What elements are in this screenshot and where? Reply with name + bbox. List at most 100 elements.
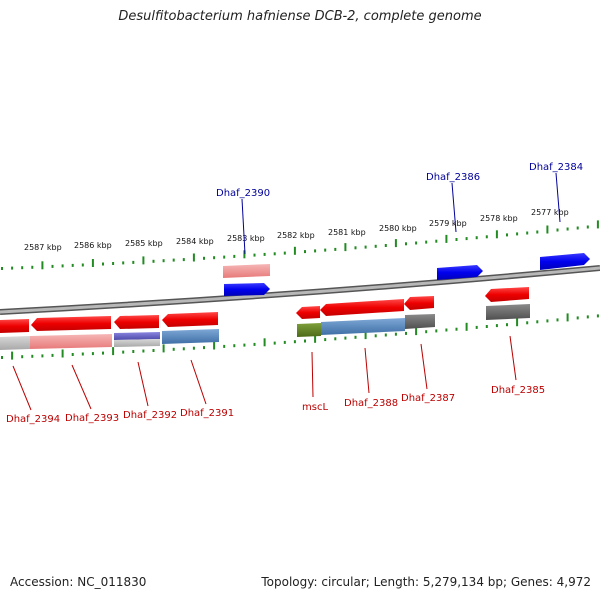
- feature-bar-dhaf-2385[interactable]: [486, 304, 530, 320]
- gene-label-dhaf-2392[interactable]: Dhaf_2392: [123, 410, 177, 421]
- gene-label-dhaf-2391[interactable]: Dhaf_2391: [180, 408, 234, 419]
- tick-mark: [21, 355, 24, 359]
- genome-backbone-highlight: [0, 266, 600, 314]
- tick-mark: [394, 332, 397, 336]
- tick-mark: [546, 225, 549, 234]
- tick-mark: [21, 266, 24, 270]
- feature-bar-dhaf-2394[interactable]: [0, 336, 30, 350]
- gene-arrow-dhaf-2394[interactable]: [0, 319, 29, 333]
- tick-mark: [182, 258, 185, 262]
- tick-mark: [192, 253, 195, 262]
- gene-arrow-dhaf-2385[interactable]: [485, 287, 529, 302]
- gene-label-dhaf-2387[interactable]: Dhaf_2387: [401, 393, 455, 404]
- tick-mark: [374, 244, 377, 248]
- tick-mark: [344, 336, 347, 340]
- leader-line: [555, 172, 561, 223]
- tick-mark: [71, 263, 74, 267]
- gene-label-mscl[interactable]: mscL: [302, 402, 328, 413]
- tick-mark: [132, 350, 135, 353]
- tick-mark: [526, 231, 529, 235]
- tick-mark: [374, 334, 377, 338]
- tick-mark: [445, 234, 448, 243]
- scale-label: 2580 kbp: [379, 224, 417, 233]
- tick-mark: [81, 352, 84, 356]
- feature-bar-mscl[interactable]: [297, 323, 321, 337]
- gene-label-dhaf-2388[interactable]: Dhaf_2388: [344, 398, 398, 409]
- tick-mark: [152, 259, 155, 263]
- tick-mark: [425, 240, 428, 244]
- gene-label-dhaf-2384[interactable]: Dhaf_2384: [529, 162, 583, 173]
- tick-mark: [405, 242, 407, 246]
- gene-label-dhaf-2393[interactable]: Dhaf_2393: [65, 413, 119, 424]
- tick-mark: [253, 342, 256, 346]
- tick-mark: [556, 228, 559, 232]
- gene-label-dhaf-2390[interactable]: Dhaf_2390: [216, 188, 270, 199]
- tick-mark: [485, 325, 488, 328]
- tick-mark: [455, 327, 458, 331]
- feature-bar-dhaf-2387[interactable]: [405, 314, 435, 329]
- gene-arrow-dhaf-2390[interactable]: [224, 283, 270, 296]
- gene-arrow-dhaf-2384[interactable]: [540, 253, 590, 270]
- tick-mark: [11, 351, 14, 360]
- tick-mark: [475, 236, 478, 240]
- tick-mark: [122, 350, 125, 354]
- gene-arrow-dhaf-2393[interactable]: [31, 316, 111, 331]
- scale-label: 2577 kbp: [531, 208, 569, 217]
- tick-mark: [162, 259, 165, 263]
- feature-bar-dhaf-2390[interactable]: [223, 264, 270, 278]
- tick-mark: [354, 335, 357, 339]
- tick-mark: [41, 261, 44, 270]
- feature-bar-dhaf-2388[interactable]: [321, 318, 405, 335]
- gene-label-dhaf-2385[interactable]: Dhaf_2385: [491, 385, 545, 396]
- forward-strand-genes: [224, 253, 590, 296]
- tick-mark: [263, 338, 266, 347]
- tick-mark: [203, 346, 205, 350]
- gene-label-dhaf-2394[interactable]: Dhaf_2394: [6, 414, 60, 425]
- tick-mark: [283, 340, 286, 344]
- feature-bar-dhaf-2393[interactable]: [30, 334, 112, 349]
- tick-mark: [31, 265, 34, 269]
- tick-mark: [566, 227, 569, 231]
- reverse-feature-bars: [0, 304, 530, 350]
- tick-mark: [344, 243, 347, 252]
- genome-title: Desulfitobacterium hafniense DCB-2, comp…: [118, 9, 482, 24]
- gene-arrow-dhaf-2386[interactable]: [437, 265, 483, 280]
- feature-bar-dhaf-2392[interactable]: [114, 332, 160, 340]
- feature-bar-dhaf-2391[interactable]: [162, 329, 219, 344]
- gene-arrow-dhaf-2392[interactable]: [114, 315, 159, 329]
- tick-mark: [495, 230, 498, 239]
- tick-mark: [304, 339, 306, 343]
- reverse-tick-marks: [1, 313, 599, 360]
- gene-label-dhaf-2386[interactable]: Dhaf_2386: [426, 172, 480, 183]
- tick-mark: [586, 315, 589, 319]
- gene-arrow-dhaf-2387[interactable]: [404, 296, 434, 310]
- tick-mark: [455, 238, 458, 241]
- gene-arrow-mscl[interactable]: [296, 306, 320, 319]
- gene-arrow-dhaf-2391[interactable]: [162, 312, 218, 327]
- tick-mark: [394, 239, 397, 248]
- leader-line: [364, 347, 370, 394]
- tick-mark: [102, 351, 104, 355]
- tick-mark: [203, 256, 205, 260]
- tick-mark: [91, 352, 94, 356]
- tick-mark: [223, 344, 226, 348]
- scale-label: 2581 kbp: [328, 228, 366, 237]
- gene-arrow-dhaf-2388[interactable]: [320, 299, 404, 316]
- tick-mark: [152, 349, 155, 352]
- tick-mark: [364, 331, 367, 340]
- tick-mark: [354, 246, 357, 250]
- tick-mark: [273, 252, 276, 256]
- leader-line: [12, 365, 32, 411]
- tick-mark: [293, 246, 296, 255]
- tick-mark: [475, 325, 478, 329]
- leader-line: [137, 361, 149, 407]
- scale-label: 2586 kbp: [74, 241, 112, 250]
- tick-mark: [61, 264, 64, 268]
- scale-label: 2583 kbp: [227, 234, 265, 243]
- reverse-strand-genes: [0, 287, 529, 333]
- tick-mark: [172, 347, 175, 351]
- tick-mark: [71, 353, 74, 356]
- accession-label: Accession: NC_011830: [10, 575, 147, 589]
- forward-tick-marks: [1, 220, 599, 270]
